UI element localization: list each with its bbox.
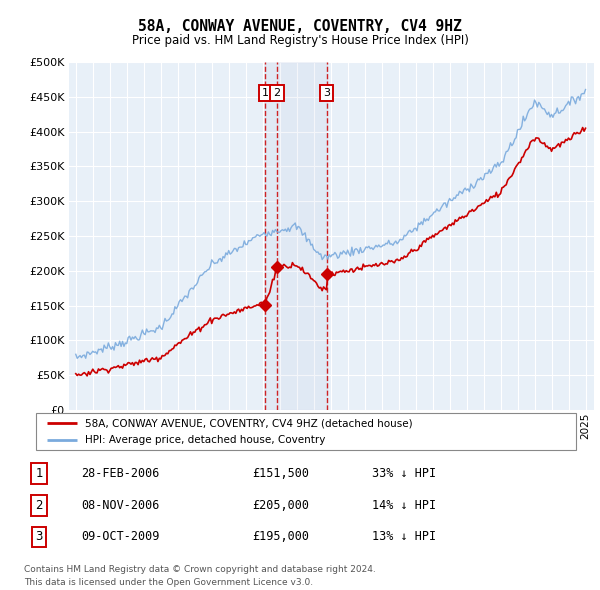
Text: 1: 1 — [262, 88, 269, 99]
Text: 28-FEB-2006: 28-FEB-2006 — [81, 467, 160, 480]
Text: 13% ↓ HPI: 13% ↓ HPI — [372, 530, 436, 543]
Text: 2: 2 — [274, 88, 281, 99]
Text: 3: 3 — [323, 88, 330, 99]
Text: HPI: Average price, detached house, Coventry: HPI: Average price, detached house, Cove… — [85, 435, 325, 445]
Text: This data is licensed under the Open Government Licence v3.0.: This data is licensed under the Open Gov… — [24, 578, 313, 587]
Text: 58A, CONWAY AVENUE, COVENTRY, CV4 9HZ: 58A, CONWAY AVENUE, COVENTRY, CV4 9HZ — [138, 19, 462, 34]
FancyBboxPatch shape — [36, 413, 576, 450]
Text: Price paid vs. HM Land Registry's House Price Index (HPI): Price paid vs. HM Land Registry's House … — [131, 34, 469, 47]
Text: 2: 2 — [35, 499, 43, 512]
Text: 14% ↓ HPI: 14% ↓ HPI — [372, 499, 436, 512]
Text: 09-OCT-2009: 09-OCT-2009 — [81, 530, 160, 543]
Text: 3: 3 — [35, 530, 43, 543]
Text: 58A, CONWAY AVENUE, COVENTRY, CV4 9HZ (detached house): 58A, CONWAY AVENUE, COVENTRY, CV4 9HZ (d… — [85, 418, 412, 428]
Text: £195,000: £195,000 — [252, 530, 309, 543]
Text: 1: 1 — [35, 467, 43, 480]
Bar — [265, 62, 327, 410]
Text: Contains HM Land Registry data © Crown copyright and database right 2024.: Contains HM Land Registry data © Crown c… — [24, 565, 376, 573]
Text: 08-NOV-2006: 08-NOV-2006 — [81, 499, 160, 512]
Text: £205,000: £205,000 — [252, 499, 309, 512]
Text: 33% ↓ HPI: 33% ↓ HPI — [372, 467, 436, 480]
Text: £151,500: £151,500 — [252, 467, 309, 480]
